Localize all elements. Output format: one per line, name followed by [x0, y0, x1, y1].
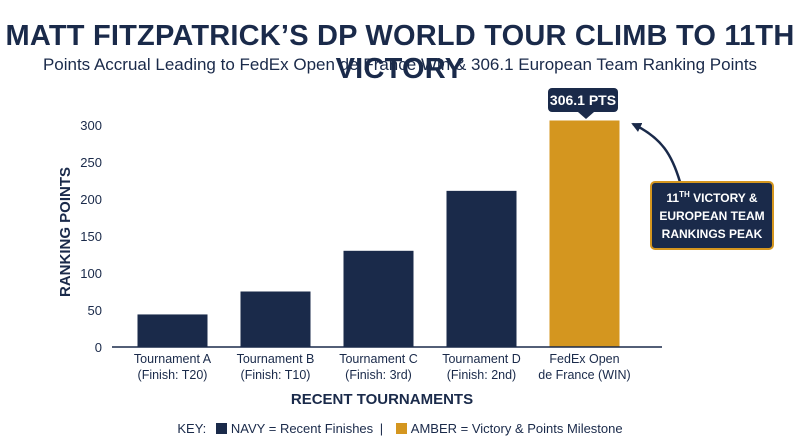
key-navy-label: NAVY = Recent Finishes: [230, 421, 374, 436]
annotation-line1-number: 11: [666, 191, 679, 205]
x-tick-label: Tournament C: [339, 352, 418, 366]
y-tick-label: 150: [80, 229, 102, 244]
annotation-line1-rest: VICTORY &: [690, 191, 758, 205]
x-tick-label: Tournament D: [442, 352, 521, 366]
bar: [343, 250, 414, 347]
key-prefix: KEY:: [177, 421, 207, 436]
bar: [240, 291, 311, 347]
value-callout: 306.1 PTS: [548, 88, 618, 119]
chart-subtitle: Points Accrual Leading to FedEx Open de …: [42, 55, 758, 74]
y-tick-label: 0: [95, 340, 102, 355]
amber-swatch: [395, 423, 407, 434]
x-tick-label: (Finish: T20): [138, 368, 208, 382]
legend-key: KEY: NAVY = Recent Finishes | AMBER = Vi…: [0, 421, 800, 436]
y-tick-label: 100: [80, 266, 102, 281]
annotation-box: 11TH VICTORY & EUROPEAN TEAM RANKINGS PE…: [650, 181, 774, 250]
x-axis-label: RECENT TOURNAMENTS: [291, 391, 473, 408]
navy-swatch: [215, 423, 227, 434]
x-tick-label: (Finish: 3rd): [345, 368, 412, 382]
y-tick-label: 300: [80, 118, 102, 133]
bar: [137, 314, 208, 347]
annotation-line3: RANKINGS PEAK: [662, 227, 763, 241]
y-tick-label: 200: [80, 192, 102, 207]
x-tick-label: de France (WIN): [538, 368, 630, 382]
annotation-line2: EUROPEAN TEAM: [659, 209, 764, 223]
x-tick-label: Tournament B: [237, 352, 315, 366]
key-separator: |: [379, 421, 384, 436]
annotation-line1-sup: TH: [679, 190, 690, 199]
y-tick-label: 250: [80, 155, 102, 170]
annotation-arrow: [631, 122, 682, 183]
y-axis-label: RANKING POINTS: [57, 167, 74, 297]
x-tick-label: (Finish: 2nd): [447, 368, 516, 382]
x-tick-label: Tournament A: [134, 352, 212, 366]
value-callout-text: 306.1 PTS: [550, 92, 616, 108]
x-tick-label: (Finish: T10): [241, 368, 311, 382]
key-amber-label: AMBER = Victory & Points Milestone: [410, 421, 623, 436]
x-tick-label: FedEx Open: [549, 352, 619, 366]
svg-text:11TH VICTORY &: 11TH VICTORY &: [666, 190, 757, 205]
chart-title: MATT FITZPATRICK’S DP WORLD TOUR CLIMB T…: [5, 20, 795, 85]
bar: [446, 190, 517, 347]
bar: [549, 120, 620, 348]
y-tick-label: 50: [88, 303, 102, 318]
